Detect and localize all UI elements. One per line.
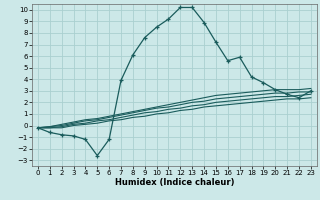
X-axis label: Humidex (Indice chaleur): Humidex (Indice chaleur) [115,178,234,187]
